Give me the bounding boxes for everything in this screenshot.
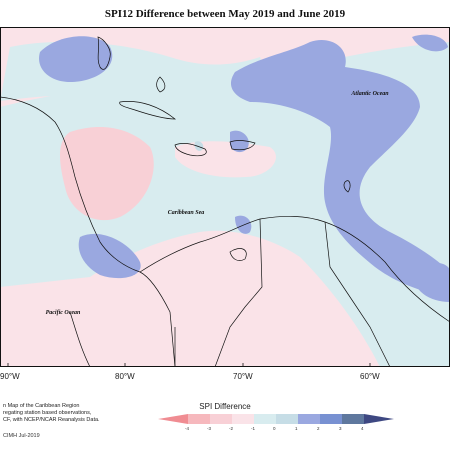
legend-swatch: [188, 414, 210, 424]
legend-label: -4: [185, 426, 190, 431]
tick-70w: 70°W: [233, 372, 253, 381]
legend-title: SPI Difference: [199, 402, 251, 411]
credit-text: n Map of the Caribbean Region regating s…: [3, 403, 100, 424]
legend-swatch: [210, 414, 232, 424]
legend-swatch: [342, 414, 364, 424]
color-legend: [158, 414, 394, 424]
label-pacific-ocean: Pacific Ocean: [46, 310, 81, 316]
legend-label: 4: [361, 426, 364, 431]
legend-swatch: [232, 414, 254, 424]
credit-line: regating station based observations,: [3, 410, 92, 416]
legend-label: 0: [273, 426, 276, 431]
label-atlantic-ocean: Atlantic Ocean: [350, 91, 389, 97]
spi-map: Atlantic Ocean Caribbean Sea Pacific Oce…: [0, 27, 450, 367]
legend-label: -2: [229, 426, 234, 431]
legend-swatch: [364, 414, 394, 424]
legend-swatch: [254, 414, 276, 424]
tick-60w: 60°W: [360, 372, 380, 381]
legend-swatch: [298, 414, 320, 424]
legend-label: 1: [295, 426, 298, 431]
tick-80w: 80°W: [115, 372, 135, 381]
credit-line: n Map of the Caribbean Region: [3, 403, 80, 409]
legend-swatch: [320, 414, 342, 424]
legend-labels: -4 -3 -2 -1 0 1 2 3 4: [0, 426, 450, 436]
legend-swatch: [276, 414, 298, 424]
legend-label: 3: [339, 426, 342, 431]
legend-swatch: [158, 414, 188, 424]
legend-label: 2: [317, 426, 320, 431]
credit-line: CF, with NCEP/NCAR Reanalysis Data.: [3, 417, 100, 423]
label-caribbean-sea: Caribbean Sea: [168, 210, 205, 216]
legend-label: -3: [207, 426, 212, 431]
tick-90w: 90°W: [0, 372, 20, 381]
footer: CIMH Jul-2019: [3, 433, 40, 439]
legend-label: -1: [251, 426, 256, 431]
map-title: SPI12 Difference between May 2019 and Ju…: [104, 8, 346, 20]
